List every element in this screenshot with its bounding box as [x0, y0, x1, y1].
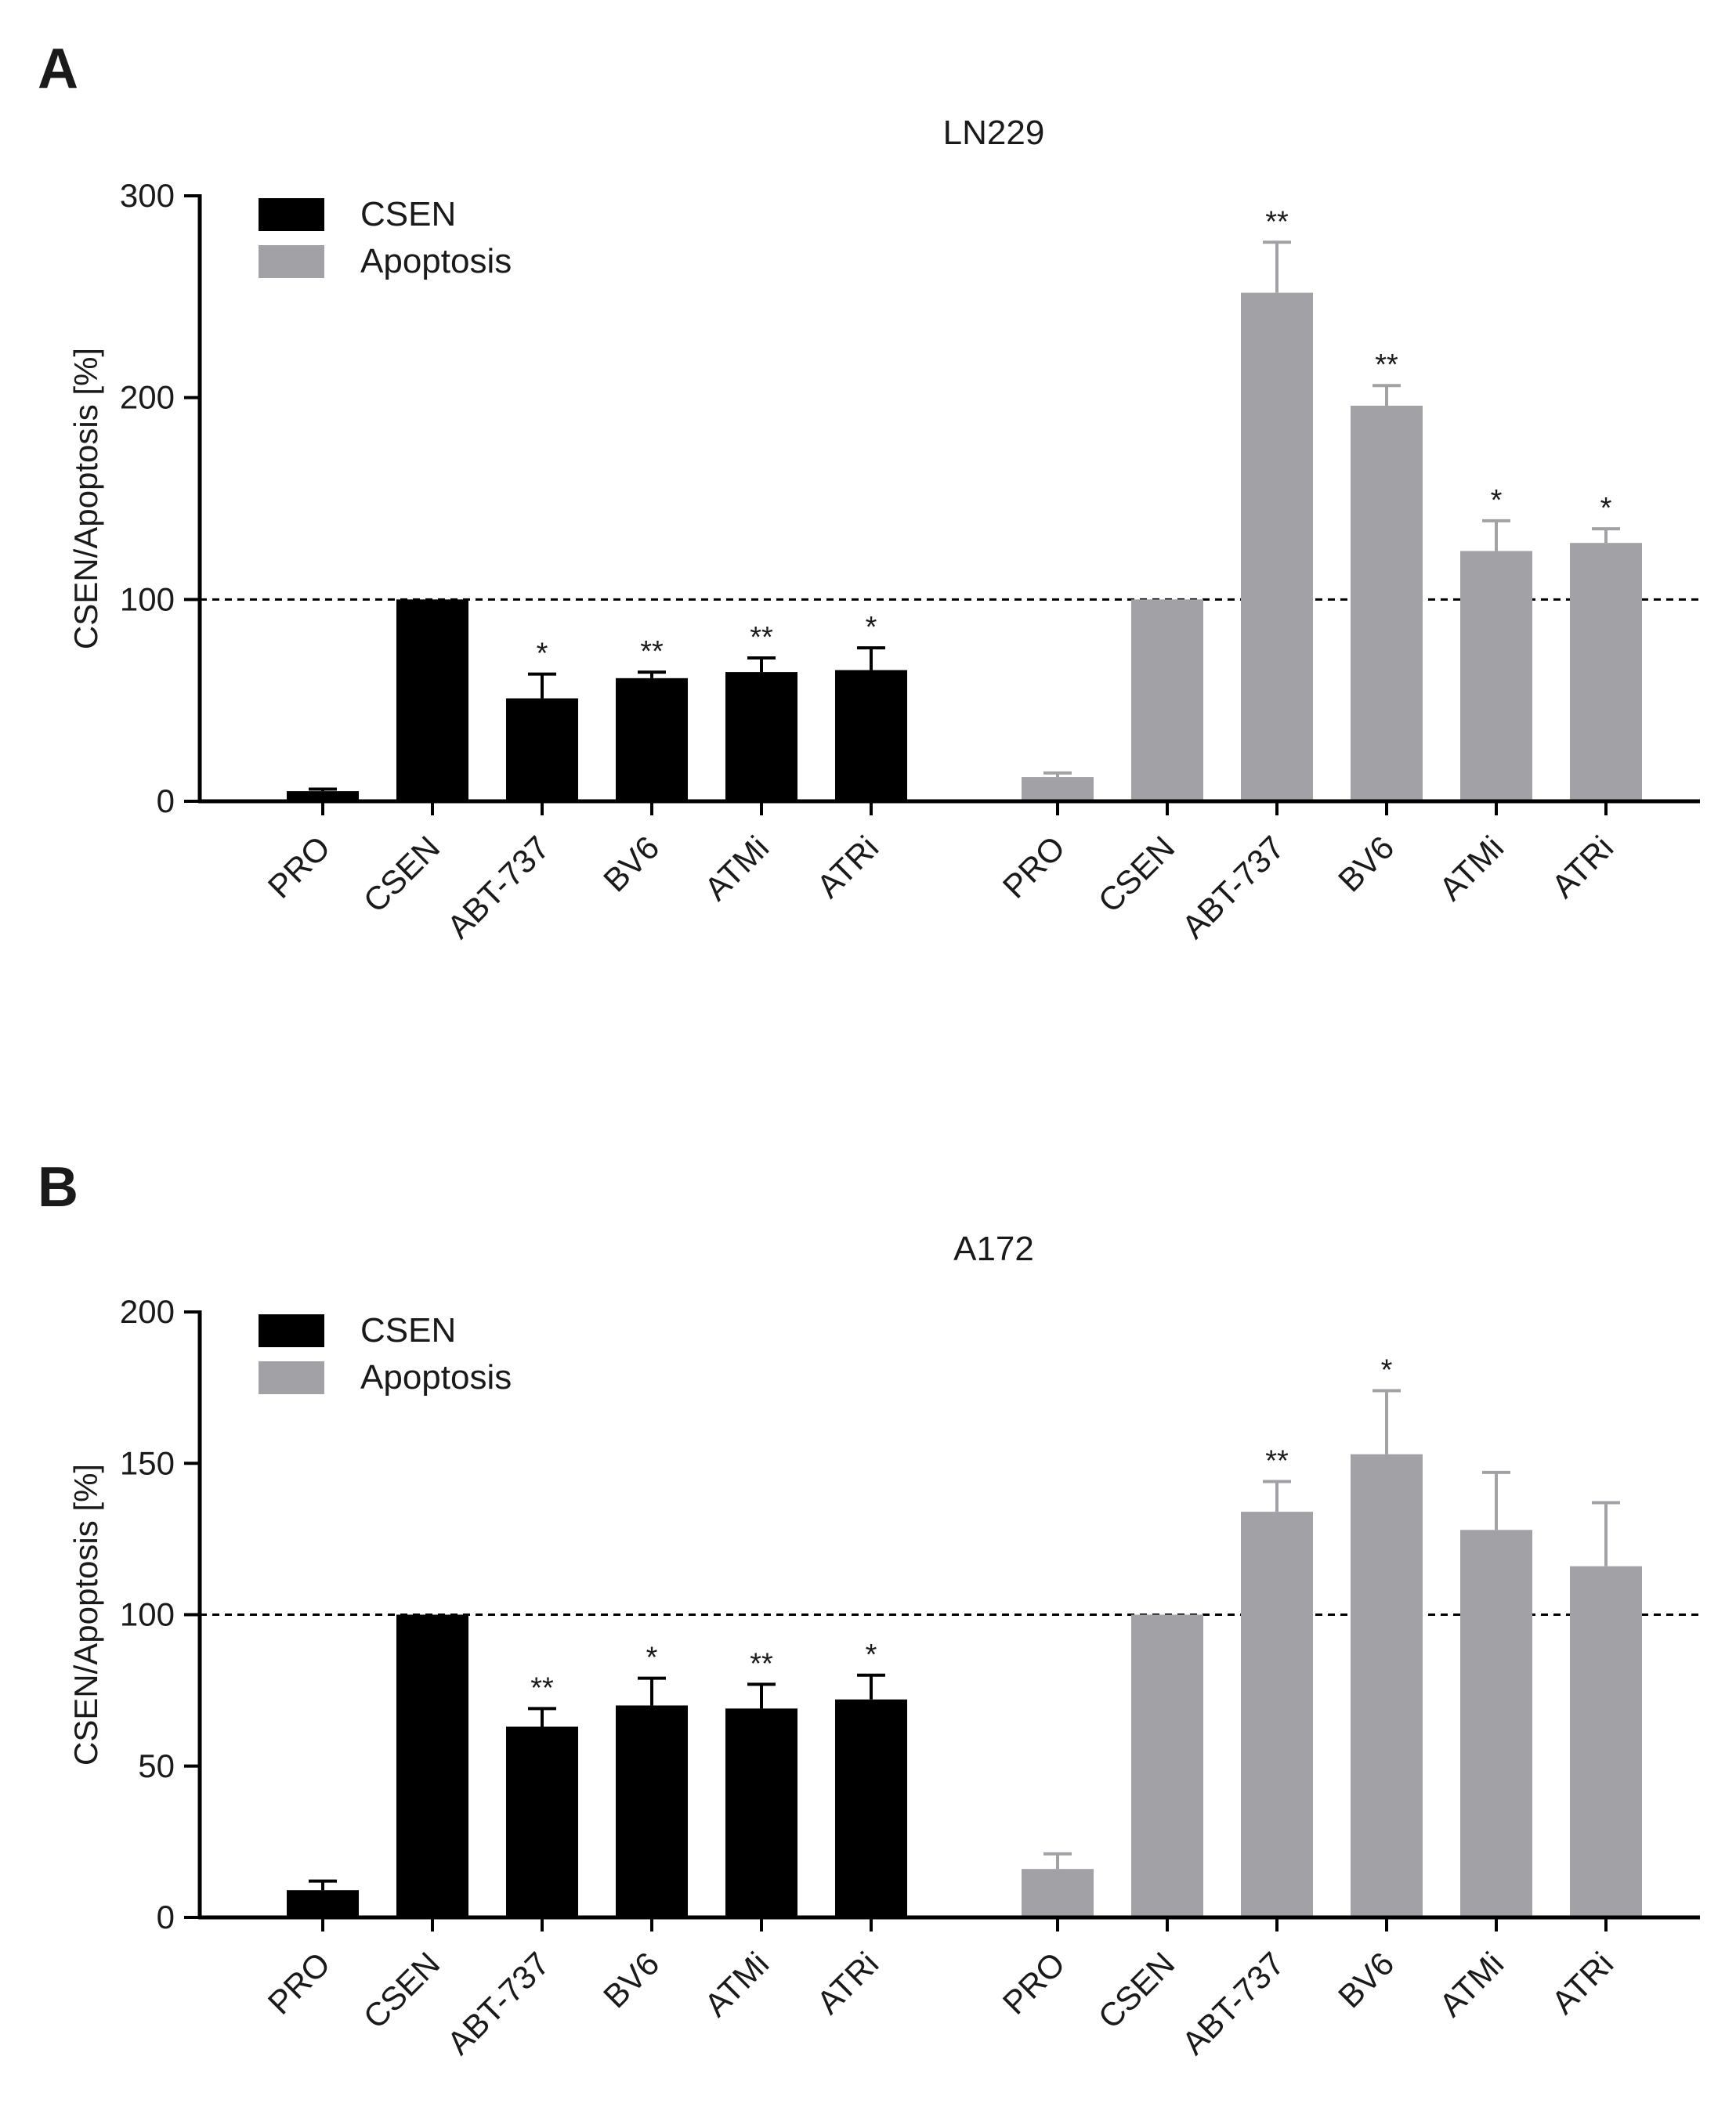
bar-csen-bv6: [616, 1705, 688, 1917]
x-tick-label: ABT-737: [1175, 829, 1292, 945]
y-tick-label: 200: [120, 379, 175, 416]
x-tick-label: ABT-737: [440, 1945, 557, 2062]
y-tick-label: 100: [120, 1596, 175, 1633]
x-tick-label: PRO: [261, 829, 338, 905]
bar-csen-bv6: [616, 678, 688, 801]
x-tick-label: CSEN: [1091, 829, 1182, 920]
panel-letter: A: [38, 38, 78, 100]
x-tick-label: ATMi: [1432, 1945, 1510, 2023]
y-tick-label: 200: [120, 1293, 175, 1330]
legend-label-apoptosis: Apoptosis: [360, 1358, 512, 1397]
legend-swatch-csen: [259, 1314, 324, 1347]
x-tick-label: BV6: [596, 829, 666, 898]
significance-mark: **: [530, 1671, 554, 1704]
bar-apoptosis-bv6: [1351, 1454, 1423, 1917]
x-tick-label: BV6: [596, 1945, 666, 2015]
significance-mark: **: [640, 635, 664, 668]
bar-apoptosis-atmi: [1460, 1530, 1532, 1917]
x-tick-label: CSEN: [1091, 1945, 1182, 2036]
y-axis-label: CSEN/Apoptosis [%]: [67, 348, 104, 649]
x-tick-label: PRO: [996, 1945, 1072, 2022]
chart-title: A172: [953, 1230, 1034, 1268]
significance-mark: **: [750, 1647, 773, 1680]
bar-csen-csen: [396, 599, 468, 801]
significance-mark: *: [537, 638, 548, 670]
legend-swatch-apoptosis: [259, 245, 324, 278]
x-tick-label: CSEN: [356, 1945, 447, 2036]
bar-apoptosis-pro: [1022, 777, 1094, 801]
legend-swatch-apoptosis: [259, 1361, 324, 1394]
x-tick-label: PRO: [261, 1945, 338, 2022]
significance-mark: *: [1600, 492, 1612, 525]
x-tick-label: ATRi: [809, 1945, 885, 2021]
x-tick-label: ATRi: [1544, 829, 1620, 905]
x-tick-label: PRO: [996, 829, 1072, 905]
significance-mark: *: [866, 1639, 877, 1671]
x-tick-label: ATMi: [1432, 829, 1510, 907]
bar-apoptosis-atmi: [1460, 551, 1532, 801]
bar-csen-atmi: [725, 672, 797, 801]
legend-label-apoptosis: Apoptosis: [360, 242, 512, 280]
significance-mark: **: [1265, 205, 1289, 238]
significance-mark: *: [866, 611, 877, 644]
bar-csen-abt-737: [506, 698, 578, 801]
legend-label-csen: CSEN: [360, 1311, 456, 1350]
legend-swatch-csen: [259, 198, 324, 231]
bar-apoptosis-bv6: [1351, 405, 1423, 801]
y-tick-label: 300: [120, 177, 175, 214]
x-tick-label: BV6: [1331, 1945, 1401, 2015]
bar-apoptosis-abt-737: [1241, 1512, 1313, 1917]
bar-apoptosis-csen: [1131, 1614, 1203, 1917]
x-tick-label: ATRi: [809, 829, 885, 905]
x-tick-label: CSEN: [356, 829, 447, 920]
bar-csen-csen: [396, 1614, 468, 1917]
significance-mark: **: [1265, 1444, 1289, 1477]
significance-mark: **: [750, 621, 773, 654]
bar-apoptosis-csen: [1131, 599, 1203, 801]
bar-csen-atri: [835, 670, 907, 801]
significance-mark: **: [1375, 349, 1398, 381]
bar-csen-pro: [287, 791, 359, 801]
y-axis-label: CSEN/Apoptosis [%]: [67, 1464, 104, 1765]
x-tick-label: ABT-737: [1175, 1945, 1292, 2062]
bar-apoptosis-pro: [1022, 1869, 1094, 1917]
x-tick-label: ATRi: [1544, 1945, 1620, 2021]
y-tick-label: 0: [157, 1899, 175, 1935]
x-tick-label: BV6: [1331, 829, 1401, 898]
panel-letter: B: [38, 1156, 78, 1219]
bar-apoptosis-abt-737: [1241, 292, 1313, 801]
y-tick-label: 150: [120, 1444, 175, 1481]
significance-mark: *: [1381, 1353, 1393, 1386]
x-tick-label: ATMi: [697, 829, 776, 907]
chart-title: LN229: [943, 114, 1045, 152]
bar-csen-atri: [835, 1699, 907, 1917]
x-tick-label: ABT-737: [440, 829, 557, 945]
significance-mark: *: [1491, 484, 1503, 517]
bar-csen-abt-737: [506, 1726, 578, 1917]
significance-mark: *: [646, 1642, 658, 1675]
bar-csen-pro: [287, 1890, 359, 1917]
legend-label-csen: CSEN: [360, 195, 456, 233]
bar-apoptosis-atri: [1570, 1566, 1642, 1917]
bar-apoptosis-atri: [1570, 543, 1642, 801]
y-tick-label: 100: [120, 580, 175, 617]
y-tick-label: 50: [138, 1747, 175, 1784]
y-tick-label: 0: [157, 782, 175, 819]
x-tick-label: ATMi: [697, 1945, 776, 2023]
bar-csen-atmi: [725, 1708, 797, 1917]
